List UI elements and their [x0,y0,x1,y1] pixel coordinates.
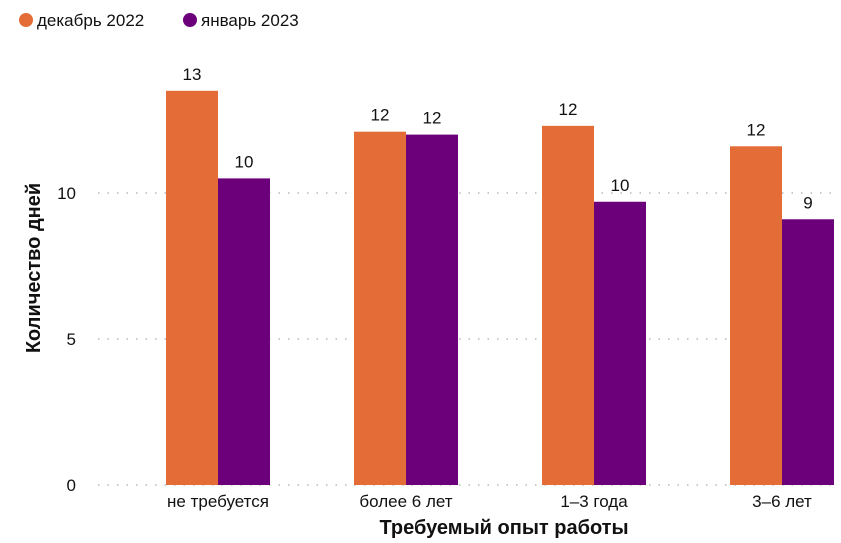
y-axis-title: Количество дней [23,183,45,353]
bar-1-4 [730,146,782,485]
bars [166,90,834,486]
bar-2-1 [218,178,270,485]
data-label-1-3: 12 [559,100,578,119]
y-tick-label-10: 10 [57,184,76,203]
legend: декабрь 2022 январь 2023 [19,11,299,30]
data-label-1-4: 12 [747,120,766,139]
x-tick-label-4: 3–6 лет [752,492,812,511]
y-tick-label-5: 5 [67,330,76,349]
y-tick-label-0: 0 [67,476,76,495]
data-label-1-2: 12 [371,106,390,125]
x-tick-label-3: 1–3 года [560,492,628,511]
data-labels: 13 10 12 12 12 10 12 9 [183,65,813,212]
legend-label-1: декабрь 2022 [37,11,144,30]
y-axis-ticks: 0 5 10 [57,184,76,495]
bar-2-3 [594,201,646,485]
bar-1-3 [542,125,594,485]
data-label-2-4: 9 [803,193,812,212]
x-axis-ticks: не требуется более 6 лет 1–3 года 3–6 лет [167,492,812,511]
legend-label-2: январь 2023 [201,11,299,30]
x-tick-label-2: более 6 лет [359,492,452,511]
data-label-2-3: 10 [611,176,630,195]
data-label-2-2: 12 [423,109,442,128]
legend-marker-1 [19,13,33,27]
bar-1-1 [166,90,218,486]
bar-2-2 [406,134,458,485]
x-axis-title: Требуемый опыт работы [379,517,628,538]
data-label-2-1: 10 [235,152,254,171]
legend-marker-2 [183,13,197,27]
x-tick-label-1: не требуется [167,492,269,511]
bar-1-2 [354,131,406,485]
data-label-1-1: 13 [183,65,202,84]
bar-2-4 [782,219,834,485]
